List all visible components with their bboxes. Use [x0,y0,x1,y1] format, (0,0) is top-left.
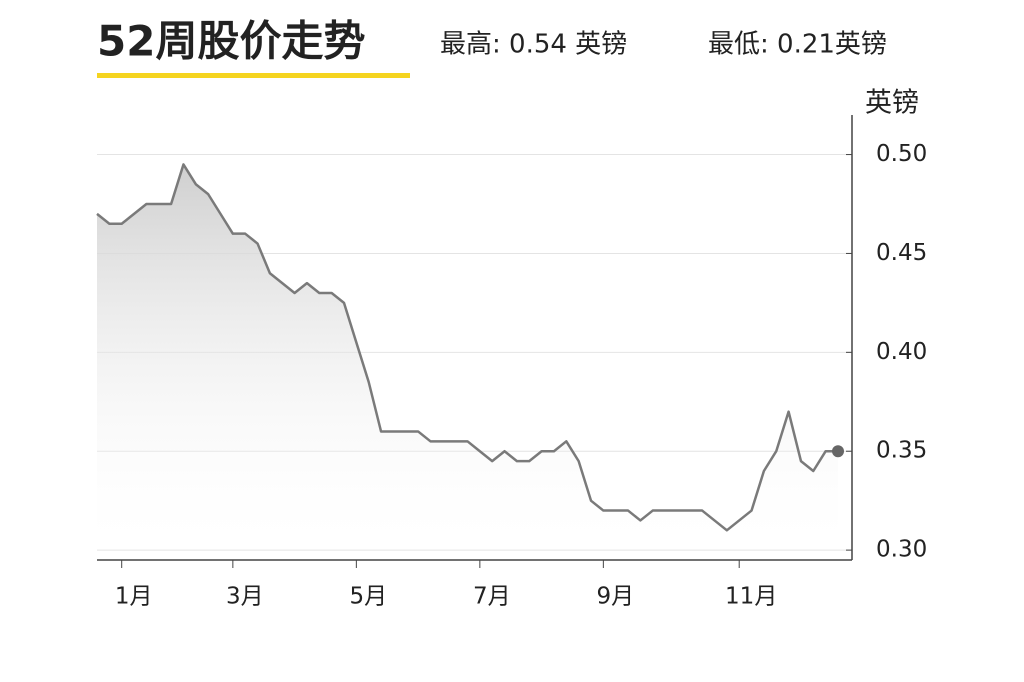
y-tick-label: 0.45 [876,240,927,266]
x-tick-label: 3月 [226,584,264,610]
chart-title: 52周股价走势 [97,17,365,66]
low-label: 最低: 0.21英镑 [708,30,887,60]
y-tick-label: 0.35 [876,438,927,464]
title-underline [97,73,410,78]
area-fill [97,164,838,560]
y-tick-label: 0.30 [876,537,927,563]
y-unit: 英镑 [865,88,919,119]
x-tick-label: 9月 [597,584,635,610]
y-tick-label: 0.40 [876,339,927,365]
x-tick-label: 1月 [115,584,153,610]
y-tick-label: 0.50 [876,141,927,167]
x-tick-label: 5月 [350,584,388,610]
last-point [832,445,844,458]
high-label: 最高: 0.54 英镑 [440,30,627,60]
price-line [96,163,838,532]
x-tick-label: 7月 [473,584,511,610]
x-tick-label: 11月 [725,584,777,610]
